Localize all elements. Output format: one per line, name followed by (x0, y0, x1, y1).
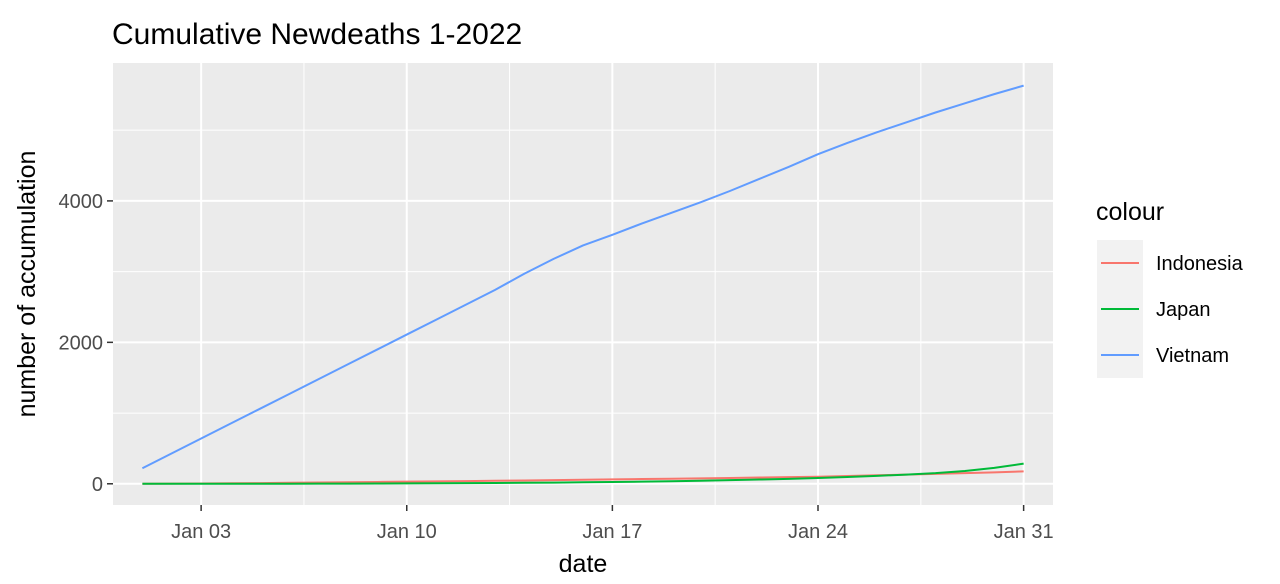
legend-label-indonesia: Indonesia (1156, 253, 1244, 275)
y-tick-label: 0 (92, 474, 103, 496)
x-axis: Jan 03 Jan 10 Jan 17 Jan 24 Jan 31 (171, 505, 1054, 543)
y-axis: 0 2000 4000 (59, 191, 113, 496)
x-tick-label: Jan 03 (171, 521, 231, 543)
series-line-vietnam (141, 84, 1024, 470)
series-lines (141, 84, 1024, 485)
plot-panel (113, 63, 1053, 505)
legend-items: Indonesia Japan Vietnam (1097, 240, 1244, 378)
y-tick-label: 4000 (59, 191, 104, 213)
x-axis-title: date (559, 550, 608, 578)
legend: colour Indonesia Japan Vietnam (1096, 198, 1244, 378)
x-tick-label: Jan 24 (788, 521, 848, 543)
chart-title: Cumulative Newdeaths 1-2022 (112, 18, 522, 51)
legend-label-japan: Japan (1156, 299, 1211, 321)
legend-label-vietnam: Vietnam (1156, 345, 1229, 367)
series-line-japan (142, 462, 1024, 485)
x-tick-label: Jan 17 (582, 521, 642, 543)
major-gridlines (113, 63, 1053, 505)
legend-title: colour (1096, 198, 1164, 226)
x-tick-label: Jan 31 (994, 521, 1054, 543)
y-tick-label: 2000 (59, 332, 104, 354)
y-axis-title: number of accumulation (13, 151, 41, 418)
x-tick-label: Jan 10 (377, 521, 437, 543)
minor-gridlines (113, 63, 1053, 505)
